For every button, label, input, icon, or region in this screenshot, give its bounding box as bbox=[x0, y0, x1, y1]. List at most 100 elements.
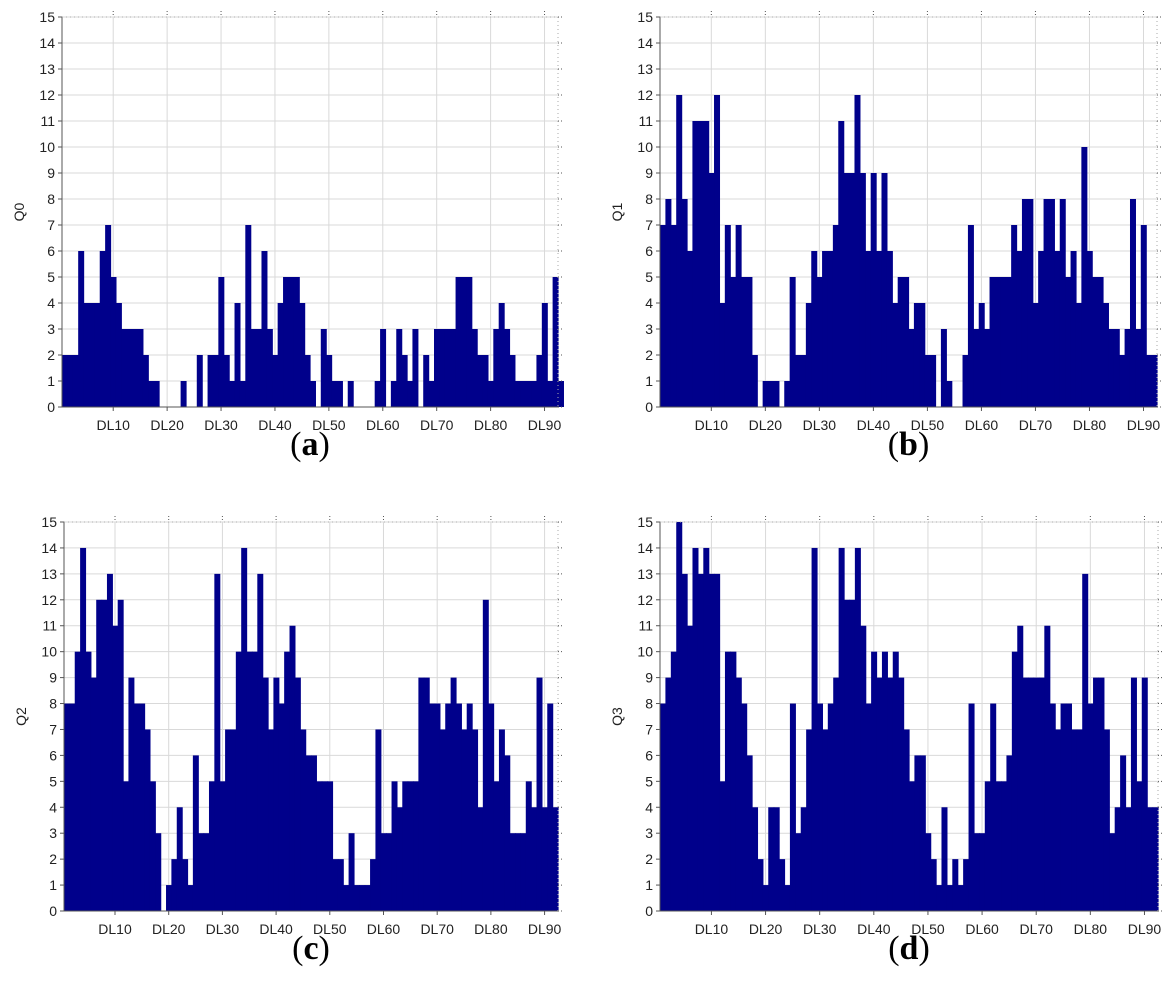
panel-d-bar-50 bbox=[925, 833, 932, 911]
panel-d-bar-77 bbox=[1071, 729, 1078, 911]
panel-a-bar-81 bbox=[493, 329, 500, 407]
panel-c-caption-open: ( bbox=[292, 930, 304, 967]
panel-b-bar-43 bbox=[886, 251, 893, 407]
panel-b-bar-64 bbox=[1000, 277, 1007, 407]
panel-a-bar-1 bbox=[62, 355, 68, 407]
panel-c-bar-77 bbox=[472, 729, 479, 911]
panel-d-ytick-label-0: 0 bbox=[645, 903, 653, 919]
panel-d-caption: (d) bbox=[849, 930, 969, 968]
panel-a-bar-32 bbox=[229, 381, 236, 407]
panel-a-bar-72 bbox=[444, 329, 451, 407]
panel-d-bar-61 bbox=[984, 781, 991, 911]
panel-d-bar-25 bbox=[789, 703, 796, 911]
panel-d-bar-34 bbox=[838, 547, 845, 911]
panel-b-bar-40 bbox=[870, 173, 877, 407]
panel-a-bar-84 bbox=[509, 355, 516, 407]
panel-b-bar-24 bbox=[784, 381, 791, 407]
panel-b-bar-37 bbox=[854, 95, 861, 407]
panel-c-bar-61 bbox=[386, 833, 393, 911]
panel-c-bar-21 bbox=[171, 859, 178, 911]
panel-c-ytick-label-9: 9 bbox=[49, 670, 57, 686]
panel-a-bar-10 bbox=[110, 277, 117, 407]
panel-b-bar-22 bbox=[773, 381, 780, 407]
panel-b-bar-8 bbox=[697, 121, 704, 407]
panel-b-bar-69 bbox=[1027, 199, 1034, 407]
panel-b-bar-6 bbox=[687, 251, 694, 407]
panel-a-bar-52 bbox=[336, 381, 343, 407]
panel-d-bar-15 bbox=[735, 677, 742, 911]
panel-b-bar-75 bbox=[1059, 199, 1066, 407]
panel-c-bar-9 bbox=[106, 573, 113, 911]
panel-b-bar-65 bbox=[1005, 277, 1012, 407]
panel-c-bar-7 bbox=[96, 599, 103, 911]
panel-d-ytick-label-13: 13 bbox=[637, 566, 653, 582]
panel-b-bar-57 bbox=[962, 355, 969, 407]
panel-b-bar-3 bbox=[670, 225, 677, 407]
panel-c-ytick-label-14: 14 bbox=[41, 540, 57, 556]
panel-c-bar-15 bbox=[139, 703, 146, 911]
panel-d-bar-30 bbox=[816, 703, 823, 911]
panel-d-bar-28 bbox=[806, 729, 813, 911]
panel-b-bar-72 bbox=[1043, 199, 1050, 407]
panel-a-caption: (a) bbox=[250, 426, 370, 464]
panel-a-bar-30 bbox=[218, 277, 225, 407]
panel-b-ytick-label-13: 13 bbox=[637, 61, 653, 77]
panel-a-bar-63 bbox=[396, 329, 403, 407]
panel-a-bar-16 bbox=[142, 355, 149, 407]
panel-d-bar-45 bbox=[898, 677, 905, 911]
panel-b-bar-41 bbox=[876, 251, 883, 407]
panel-d-bar-10 bbox=[708, 573, 715, 911]
panel-d-ytick-label-6: 6 bbox=[645, 747, 653, 763]
panel-c-bar-17 bbox=[149, 781, 156, 911]
panel-b-bar-73 bbox=[1048, 199, 1055, 407]
panel-b-ytick-label-8: 8 bbox=[645, 191, 653, 207]
panel-d-bar-92 bbox=[1152, 807, 1159, 911]
panel-a-bar-26 bbox=[196, 355, 203, 407]
panel-d-bar-23 bbox=[779, 859, 786, 911]
panel-b-ytick-label-11: 11 bbox=[638, 113, 653, 129]
panel-c-bar-56 bbox=[359, 885, 366, 911]
panel-b-bar-90 bbox=[1140, 225, 1147, 407]
panel-c-bar-47 bbox=[311, 755, 317, 911]
panel-d-bar-19 bbox=[757, 859, 764, 911]
panel-a-ytick-label-3: 3 bbox=[47, 321, 55, 337]
panel-b-bar-48 bbox=[913, 303, 920, 407]
panel-a-bar-49 bbox=[320, 329, 327, 407]
panel-c-bar-4 bbox=[80, 547, 87, 911]
panel-b-ytick-label-4: 4 bbox=[645, 295, 653, 311]
panel-d-ytick-label-11: 11 bbox=[638, 618, 653, 634]
panel-d-bar-70 bbox=[1033, 677, 1040, 911]
panel-a-bar-33 bbox=[234, 303, 241, 407]
panel-b-bar-5 bbox=[681, 199, 688, 407]
panel-b-bar-84 bbox=[1108, 329, 1115, 407]
panel-b-bar-71 bbox=[1038, 251, 1045, 407]
panel-c-bar-20 bbox=[166, 885, 172, 911]
panel-b-ytick-label-6: 6 bbox=[645, 243, 653, 259]
panel-b-ytick-label-10: 10 bbox=[637, 139, 653, 155]
panel-c-ytick-label-3: 3 bbox=[49, 825, 57, 841]
panel-c-bar-84 bbox=[509, 833, 516, 911]
panel-c-caption-letter: c bbox=[303, 930, 319, 967]
panel-d-bar-40 bbox=[871, 651, 878, 911]
panel-d-bar-47 bbox=[909, 781, 916, 911]
panel-b-bar-46 bbox=[903, 277, 910, 407]
panel-d-bar-42 bbox=[881, 651, 888, 911]
panel-c-bar-79 bbox=[482, 599, 489, 911]
panel-a-bar-60 bbox=[380, 329, 387, 407]
panel-d-bar-58 bbox=[968, 703, 975, 911]
panel-c-ytick-label-11: 11 bbox=[42, 618, 57, 634]
panel-d-xtick-label-4: DL50 bbox=[911, 921, 945, 937]
panel-d-bar-33 bbox=[833, 677, 840, 911]
panel-b-bar-58 bbox=[967, 225, 974, 407]
panel-d-ytick-label-8: 8 bbox=[645, 696, 653, 712]
panel-a-bar-8 bbox=[99, 251, 106, 407]
panel-a-bar-5 bbox=[83, 303, 90, 407]
panel-d-bar-7 bbox=[692, 547, 699, 911]
panel-b-bar-86 bbox=[1119, 355, 1126, 407]
panel-c-bar-1 bbox=[64, 703, 70, 911]
panel-d-bar-9 bbox=[703, 547, 710, 911]
panel-d-bar-44 bbox=[892, 651, 899, 911]
panel-c-bar-89 bbox=[536, 677, 543, 911]
panel-c-bar-85 bbox=[515, 833, 522, 911]
panel-a-ytick-label-2: 2 bbox=[47, 347, 55, 363]
